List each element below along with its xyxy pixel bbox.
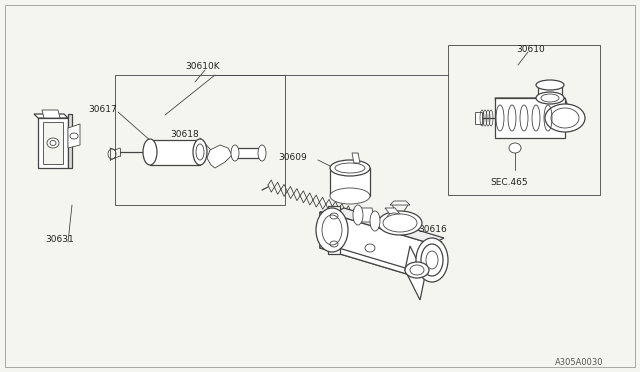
Ellipse shape bbox=[509, 143, 521, 153]
Text: A305A0030: A305A0030 bbox=[555, 358, 604, 367]
Polygon shape bbox=[68, 124, 80, 148]
Ellipse shape bbox=[231, 145, 239, 161]
Ellipse shape bbox=[536, 80, 564, 90]
Ellipse shape bbox=[47, 138, 59, 148]
Polygon shape bbox=[34, 114, 68, 118]
Ellipse shape bbox=[551, 108, 579, 128]
Text: 30610: 30610 bbox=[516, 45, 545, 54]
Ellipse shape bbox=[322, 215, 342, 245]
Polygon shape bbox=[332, 208, 444, 244]
Polygon shape bbox=[495, 98, 572, 118]
Polygon shape bbox=[68, 114, 72, 168]
Polygon shape bbox=[405, 246, 425, 300]
Polygon shape bbox=[332, 214, 432, 276]
Polygon shape bbox=[42, 110, 60, 118]
Polygon shape bbox=[538, 85, 562, 98]
Ellipse shape bbox=[405, 262, 429, 278]
Polygon shape bbox=[475, 112, 482, 124]
Polygon shape bbox=[330, 168, 370, 196]
Ellipse shape bbox=[387, 213, 401, 223]
Polygon shape bbox=[150, 140, 200, 165]
Ellipse shape bbox=[545, 104, 585, 132]
Ellipse shape bbox=[353, 205, 363, 225]
Text: 30609: 30609 bbox=[278, 153, 307, 162]
Polygon shape bbox=[235, 148, 262, 158]
Polygon shape bbox=[352, 153, 360, 163]
Text: 30610K: 30610K bbox=[185, 62, 220, 71]
Polygon shape bbox=[207, 145, 232, 168]
Ellipse shape bbox=[316, 208, 348, 252]
Polygon shape bbox=[320, 212, 420, 278]
Ellipse shape bbox=[143, 139, 157, 165]
Ellipse shape bbox=[330, 188, 370, 204]
Text: 30617: 30617 bbox=[88, 105, 116, 114]
Ellipse shape bbox=[378, 211, 422, 235]
Polygon shape bbox=[385, 208, 403, 218]
Polygon shape bbox=[328, 206, 340, 254]
Polygon shape bbox=[38, 118, 68, 168]
Polygon shape bbox=[320, 212, 420, 278]
Ellipse shape bbox=[193, 139, 207, 165]
Polygon shape bbox=[358, 208, 375, 222]
Ellipse shape bbox=[536, 92, 564, 104]
Text: 30618: 30618 bbox=[170, 130, 199, 139]
Ellipse shape bbox=[383, 214, 417, 232]
Ellipse shape bbox=[416, 238, 448, 282]
Ellipse shape bbox=[330, 160, 370, 176]
Polygon shape bbox=[390, 201, 410, 205]
Text: SEC.465: SEC.465 bbox=[490, 178, 527, 187]
Polygon shape bbox=[43, 122, 63, 164]
Polygon shape bbox=[5, 5, 635, 367]
Ellipse shape bbox=[541, 94, 559, 102]
Ellipse shape bbox=[50, 141, 56, 145]
Text: 30631: 30631 bbox=[45, 235, 74, 244]
Ellipse shape bbox=[426, 251, 438, 269]
Ellipse shape bbox=[258, 145, 266, 161]
Polygon shape bbox=[495, 98, 565, 138]
Polygon shape bbox=[320, 212, 442, 242]
Text: 30616: 30616 bbox=[418, 225, 447, 234]
Ellipse shape bbox=[421, 244, 443, 276]
Ellipse shape bbox=[196, 144, 204, 160]
Ellipse shape bbox=[370, 211, 380, 231]
